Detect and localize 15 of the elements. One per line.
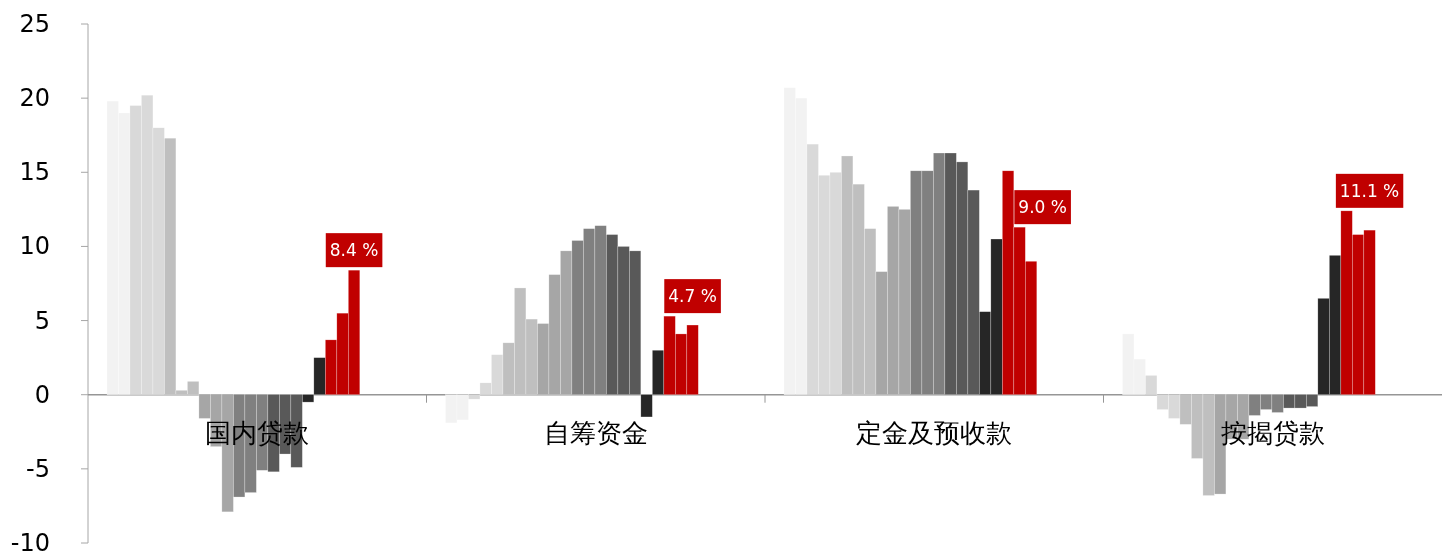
y-tick-label: 20 <box>19 84 50 113</box>
y-tick-label: 25 <box>19 10 50 38</box>
x-tick-label: 按揭贷款 <box>1220 417 1325 448</box>
y-tick-label: 5 <box>34 306 50 335</box>
y-tick-label: 10 <box>19 232 50 261</box>
data-label: 9.0 % <box>1018 197 1067 218</box>
data-label: 8.4 % <box>329 240 379 261</box>
y-tick-label: 15 <box>19 158 50 187</box>
y-tick-label: -10 <box>10 529 50 556</box>
data-label: 4.7 % <box>668 286 717 307</box>
y-tick-label: -5 <box>26 454 50 483</box>
x-tick-label: 定金及预收款 <box>856 417 1013 448</box>
data-label: 11.1 % <box>1339 180 1400 201</box>
x-tick-label: 自筹资金 <box>543 417 648 448</box>
y-tick-label: 0 <box>34 380 50 409</box>
